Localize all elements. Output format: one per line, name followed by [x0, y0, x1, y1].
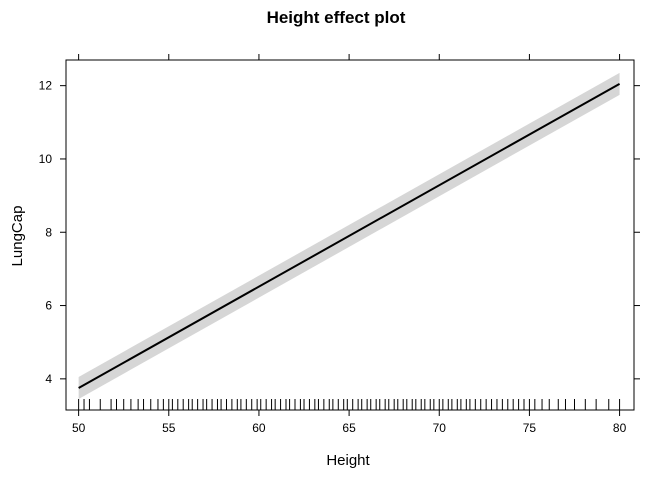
- x-tick-label: 65: [342, 421, 356, 435]
- y-tick-label: 4: [45, 372, 52, 386]
- x-tick-label: 55: [162, 421, 176, 435]
- x-tick-label: 75: [523, 421, 537, 435]
- y-tick-label: 6: [45, 299, 52, 313]
- chart-title: Height effect plot: [267, 8, 406, 27]
- y-axis-title: LungCap: [9, 206, 26, 267]
- y-tick-label: 12: [39, 79, 53, 93]
- x-tick-label: 80: [613, 421, 627, 435]
- x-tick-label: 70: [433, 421, 447, 435]
- x-tick-label: 60: [252, 421, 266, 435]
- fit-line: [78, 82, 621, 389]
- plot-area: 50 55 60 65 70 75 80 4 6 8 10 12: [39, 54, 640, 435]
- y-tick-label: 8: [45, 225, 52, 239]
- x-axis-title: Height: [326, 452, 370, 469]
- y-tick-label: 10: [39, 152, 53, 166]
- plot-frame: [65, 59, 635, 411]
- x-tick-label: 50: [72, 421, 86, 435]
